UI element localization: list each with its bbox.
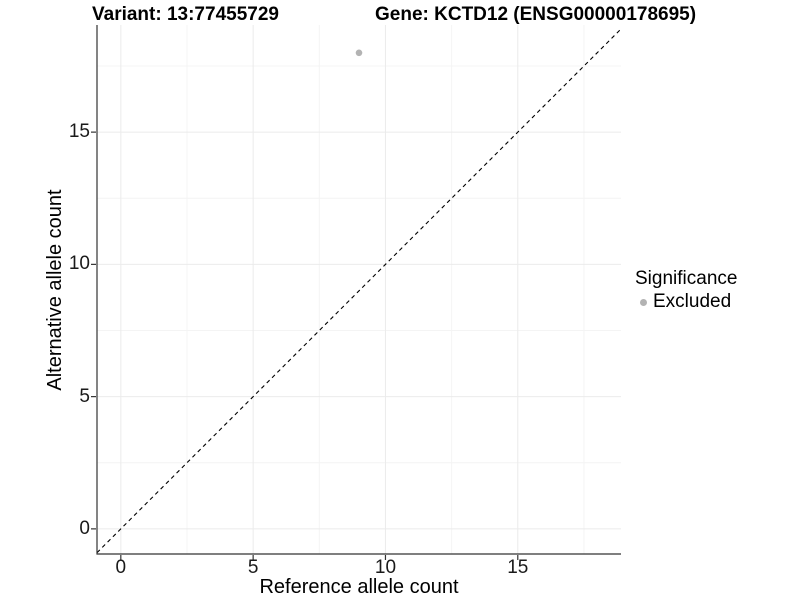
axis-lines xyxy=(96,25,621,555)
identity-reference-line xyxy=(96,28,622,554)
x-tick-label: 15 xyxy=(507,557,529,578)
x-tick-label: 0 xyxy=(115,557,127,578)
legend: Significance Excluded xyxy=(635,268,795,312)
y-tick-label: 15 xyxy=(68,121,90,143)
legend-item-label: Excluded xyxy=(653,291,732,312)
excluded-point-icon xyxy=(640,298,647,306)
data-points xyxy=(355,49,363,57)
gridlines-minor xyxy=(97,25,621,554)
plot-title-gene: Gene: KCTD12 (ENSG00000178695) xyxy=(375,4,697,25)
x-tick-label: 10 xyxy=(374,557,397,578)
gridlines-major xyxy=(97,25,621,554)
x-axis-title: Reference allele count xyxy=(259,576,459,598)
plot-title-variant: Variant: 13:77455729 xyxy=(92,4,279,25)
legend-item-excluded: Excluded xyxy=(635,292,795,312)
y-axis-title: Alternative allele count xyxy=(44,189,66,391)
y-tick-label: 10 xyxy=(68,253,90,275)
y-tick-label: 5 xyxy=(79,385,90,407)
data-point xyxy=(355,49,363,57)
axis-tick-marks xyxy=(91,131,519,560)
legend-title: Significance xyxy=(635,268,738,289)
y-tick-label: 0 xyxy=(79,517,90,539)
x-tick-label: 5 xyxy=(247,557,259,578)
